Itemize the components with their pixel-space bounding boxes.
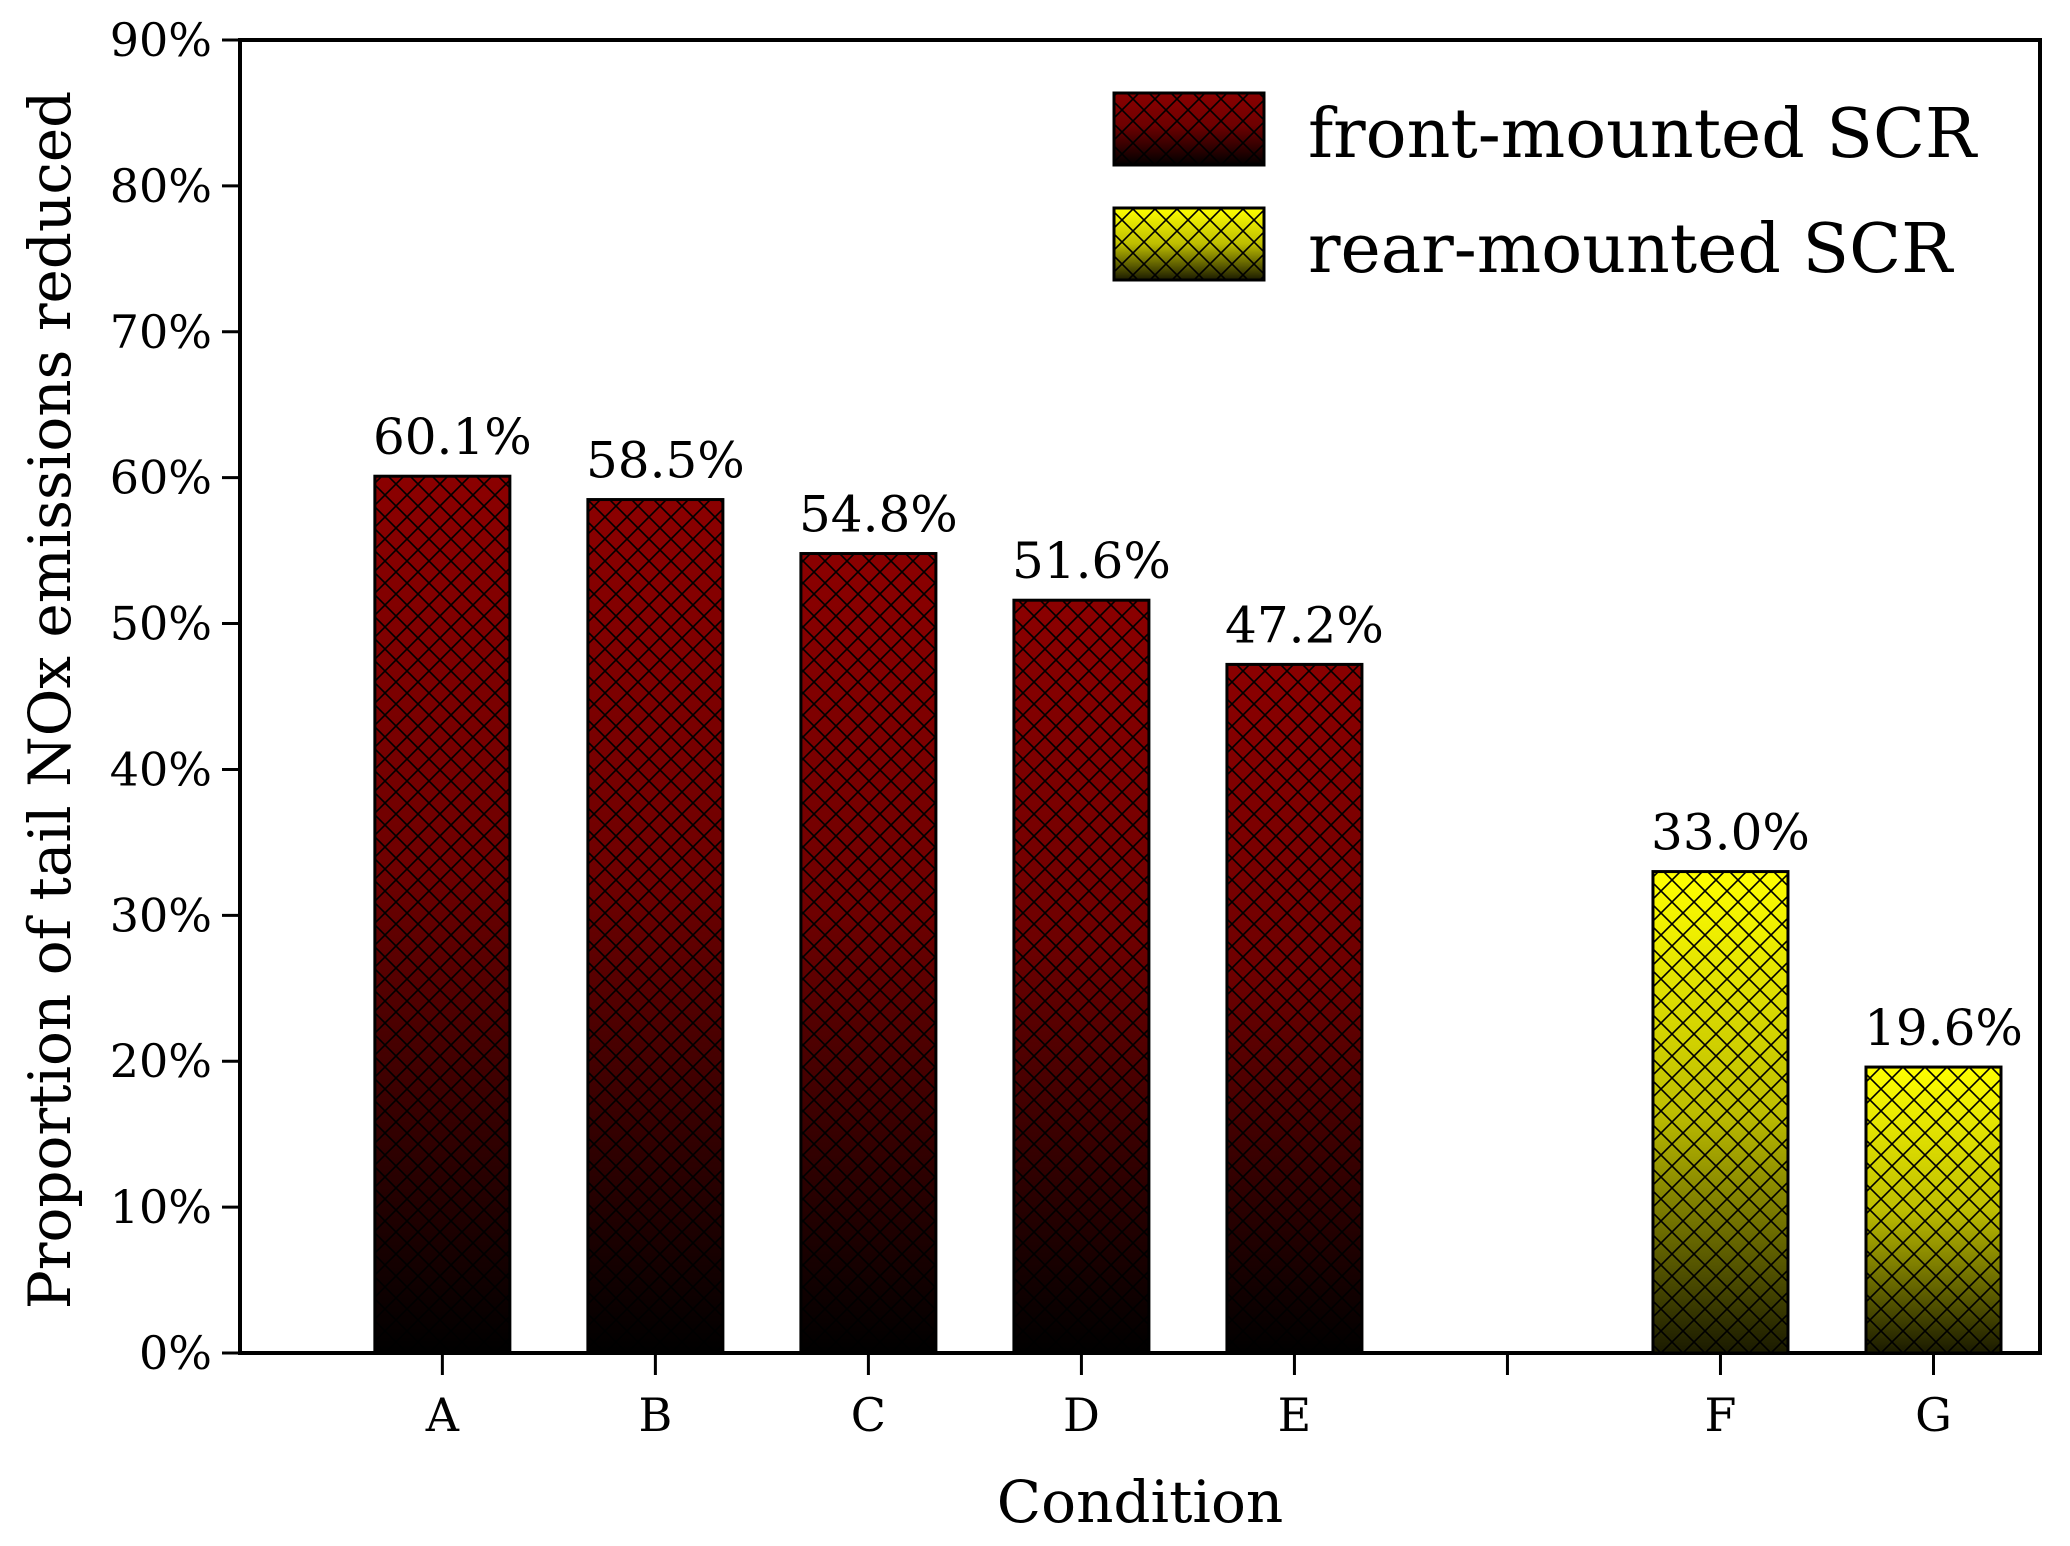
legend-label-front: front-mounted SCR	[1308, 95, 1978, 174]
bars	[373, 474, 2003, 1355]
y-axis-title: Proportion of tail NOx emissions reduced	[16, 91, 84, 1310]
y-tick-label: 30%	[110, 888, 212, 942]
y-axis: 0% 10% 20% 30% 40% 50% 60% 70% 80% 90%	[110, 13, 240, 1380]
y-tick-label: 50%	[110, 597, 212, 651]
bar-value-label: 54.8%	[799, 486, 958, 544]
x-tick-label: G	[1915, 1388, 1952, 1442]
bar-hatch	[374, 476, 510, 1353]
bar-value-label: 58.5%	[586, 432, 745, 490]
bar-value-label: 51.6%	[1012, 532, 1171, 590]
y-tick-label: 10%	[110, 1180, 212, 1234]
x-tick-label: A	[425, 1388, 460, 1442]
y-tick-label: 0%	[139, 1326, 212, 1380]
y-tick-label: 60%	[110, 451, 212, 505]
bar-hatch	[1013, 600, 1149, 1353]
bar-hatch	[1865, 1067, 2001, 1353]
y-tick-label: 90%	[110, 13, 212, 67]
bar-hatch	[1226, 664, 1362, 1353]
legend: front-mounted SCR rear-mounted SCR	[1112, 91, 1978, 289]
y-tick-label: 70%	[110, 305, 212, 359]
y-tick-label: 20%	[110, 1034, 212, 1088]
bar-hatch	[800, 553, 936, 1353]
legend-swatch-rear-hatch	[1114, 208, 1264, 280]
bar-value-label: 19.6%	[1864, 999, 2023, 1057]
x-tick-label: B	[638, 1388, 672, 1442]
bar-value-label: 33.0%	[1651, 804, 1810, 862]
bar-value-label: 47.2%	[1225, 596, 1384, 654]
value-labels: 60.1% 58.5% 54.8% 51.6% 47.2% 33.0% 19.6%	[373, 408, 2023, 1057]
y-tick-label: 80%	[110, 159, 212, 213]
bar-value-label: 60.1%	[373, 408, 532, 466]
x-tick-label: F	[1705, 1388, 1737, 1442]
x-axis: A B C D E F G	[425, 1353, 1952, 1442]
legend-label-rear: rear-mounted SCR	[1308, 210, 1954, 289]
y-tick-label: 40%	[110, 742, 212, 796]
bar-hatch	[1652, 871, 1788, 1353]
legend-swatch-front-hatch	[1114, 93, 1264, 165]
x-tick-label: E	[1278, 1388, 1312, 1442]
x-axis-title: Condition	[997, 1468, 1283, 1536]
bar-hatch	[587, 499, 723, 1353]
x-tick-label: C	[851, 1388, 886, 1442]
x-tick-label: D	[1063, 1388, 1100, 1442]
